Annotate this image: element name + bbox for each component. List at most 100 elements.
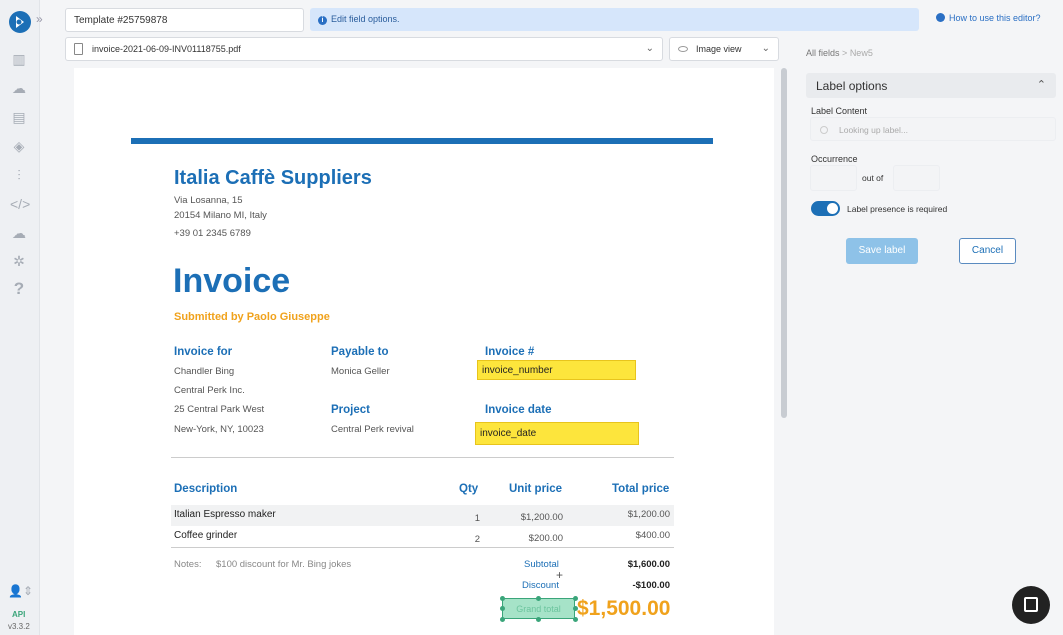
- resize-handle[interactable]: [536, 617, 541, 622]
- info-icon: i: [318, 16, 327, 25]
- resize-handle[interactable]: [500, 617, 505, 622]
- resize-handle[interactable]: [500, 596, 505, 601]
- template-name-input[interactable]: Template #25759878: [65, 8, 304, 32]
- payable-to-heading: Payable to: [331, 346, 389, 358]
- subtotal-label: Subtotal: [524, 559, 559, 570]
- label-required-toggle[interactable]: [811, 201, 840, 216]
- item-description: Coffee grinder: [174, 530, 238, 541]
- grand-total-selection[interactable]: Grand total: [502, 598, 575, 619]
- breadcrumb-root[interactable]: All fields: [806, 48, 840, 58]
- notes-label: Notes:: [174, 559, 202, 570]
- col-total-price: Total price: [612, 483, 670, 495]
- breadcrumb: All fields > New5: [806, 48, 873, 58]
- layers-icon[interactable]: ◈: [13, 138, 25, 154]
- divider: [171, 547, 674, 548]
- item-unit-price: $200.00: [528, 533, 563, 544]
- file-select[interactable]: invoice-2021-06-09-INV01118755.pdf ⌄: [65, 37, 663, 61]
- item-qty: 2: [474, 534, 480, 545]
- sliders-icon[interactable]: ⫶: [17, 167, 21, 183]
- invoice-for-line: 25 Central Park West: [174, 404, 265, 415]
- address-line: 20154 Milano MI, Italy: [174, 210, 267, 221]
- file-icon: [74, 43, 83, 55]
- item-description: Italian Espresso maker: [174, 509, 276, 520]
- invoice-number-field[interactable]: invoice_number: [477, 360, 636, 380]
- view-mode-label: Image view: [696, 44, 742, 54]
- code-icon[interactable]: </>: [10, 196, 31, 212]
- invoice-title: Invoice: [173, 262, 291, 300]
- invoice-number-heading: Invoice #: [485, 346, 535, 358]
- resize-handle[interactable]: [536, 596, 541, 601]
- file-name: invoice-2021-06-09-INV01118755.pdf: [92, 44, 241, 54]
- resize-handle[interactable]: [573, 606, 578, 611]
- label-content-input[interactable]: Looking up label...: [810, 117, 1056, 141]
- loading-spinner-icon: [820, 126, 828, 134]
- help-link-text[interactable]: How to use this editor?: [949, 13, 1041, 23]
- help-icon[interactable]: ?: [13, 279, 25, 298]
- label-required-text: Label presence is required: [847, 204, 948, 214]
- info-text: Edit field options.: [331, 14, 400, 24]
- globe-icon: [936, 13, 945, 22]
- resize-handle[interactable]: [500, 606, 505, 611]
- breadcrumb-current: New5: [849, 48, 873, 58]
- breadcrumb-separator: >: [842, 48, 848, 58]
- project-value: Central Perk revival: [331, 424, 414, 435]
- grand-total-value: $1,500.00: [577, 597, 671, 620]
- project-heading: Project: [331, 404, 370, 416]
- info-banner: i Edit field options.: [310, 8, 919, 31]
- invoice-header-bar: [131, 138, 713, 144]
- chat-icon: [1024, 597, 1038, 612]
- divider: [171, 457, 674, 458]
- item-unit-price: $1,200.00: [520, 512, 563, 523]
- eye-icon: [678, 46, 688, 52]
- label-content-placeholder: Looking up label...: [839, 125, 908, 135]
- gear-icon[interactable]: ✲: [13, 253, 25, 269]
- document-page[interactable]: [74, 68, 774, 635]
- cloud-icon[interactable]: ☁: [12, 225, 26, 241]
- out-of-label: out of: [862, 173, 884, 183]
- invoice-for-line: Chandler Bing: [174, 366, 235, 377]
- invoice-for-heading: Invoice for: [174, 346, 233, 358]
- chevron-down-icon: ⌄: [645, 43, 654, 54]
- phone-line: +39 01 2345 6789: [174, 228, 251, 239]
- occurrence-total-input[interactable]: [893, 165, 940, 191]
- col-description: Description: [174, 483, 238, 495]
- expand-sidebar-icon[interactable]: »: [36, 12, 43, 26]
- table-row: [171, 505, 674, 526]
- analytics-icon[interactable]: ▥: [12, 51, 26, 67]
- cancel-button[interactable]: Cancel: [959, 238, 1016, 264]
- document-icon[interactable]: ▤: [12, 109, 26, 125]
- view-mode-select[interactable]: Image view ⌄: [669, 37, 779, 61]
- chat-button[interactable]: [1012, 586, 1050, 624]
- crosshair-cursor-icon: +: [556, 568, 564, 582]
- toggle-knob: [827, 203, 838, 214]
- api-label[interactable]: API: [12, 610, 26, 619]
- invoice-for-line: Central Perk Inc.: [174, 385, 245, 396]
- occurrence-input[interactable]: [810, 165, 857, 191]
- payable-to-value: Monica Geller: [331, 366, 390, 377]
- cloud-upload-icon[interactable]: ☁: [12, 80, 26, 96]
- item-total-price: $400.00: [635, 530, 670, 541]
- app-logo-icon[interactable]: [8, 10, 32, 34]
- occurrence-label: Occurrence: [811, 154, 858, 164]
- user-icon[interactable]: 👤⇕: [8, 584, 33, 598]
- chevron-up-icon[interactable]: ⌃: [1036, 79, 1046, 91]
- help-link[interactable]: How to use this editor?: [936, 13, 1041, 23]
- document-scrollbar[interactable]: [781, 68, 787, 418]
- resize-handle[interactable]: [573, 596, 578, 601]
- item-total-price: $1,200.00: [627, 509, 670, 520]
- invoice-date-heading: Invoice date: [485, 404, 552, 416]
- version-label: v3.3.2: [8, 622, 30, 631]
- submitted-by: Submitted by Paolo Giuseppe: [174, 311, 330, 323]
- address-line: Via Losanna, 15: [174, 195, 243, 206]
- item-qty: 1: [474, 513, 480, 524]
- company-name: Italia Caffè Suppliers: [174, 167, 372, 189]
- subtotal-value: $1,600.00: [627, 559, 670, 570]
- col-unit-price: Unit price: [509, 483, 563, 495]
- sidebar: » ▥ ☁ ▤ ◈ ⫶ </> ☁ ✲ ? 👤⇕ API v3.3.2: [0, 0, 43, 635]
- invoice-date-field[interactable]: invoice_date: [475, 422, 639, 445]
- label-options-header[interactable]: Label options ⌃: [806, 73, 1056, 98]
- resize-handle[interactable]: [573, 617, 578, 622]
- label-content-label: Label Content: [811, 106, 868, 116]
- discount-label: Discount: [522, 580, 559, 591]
- save-label-button[interactable]: Save label: [846, 238, 918, 264]
